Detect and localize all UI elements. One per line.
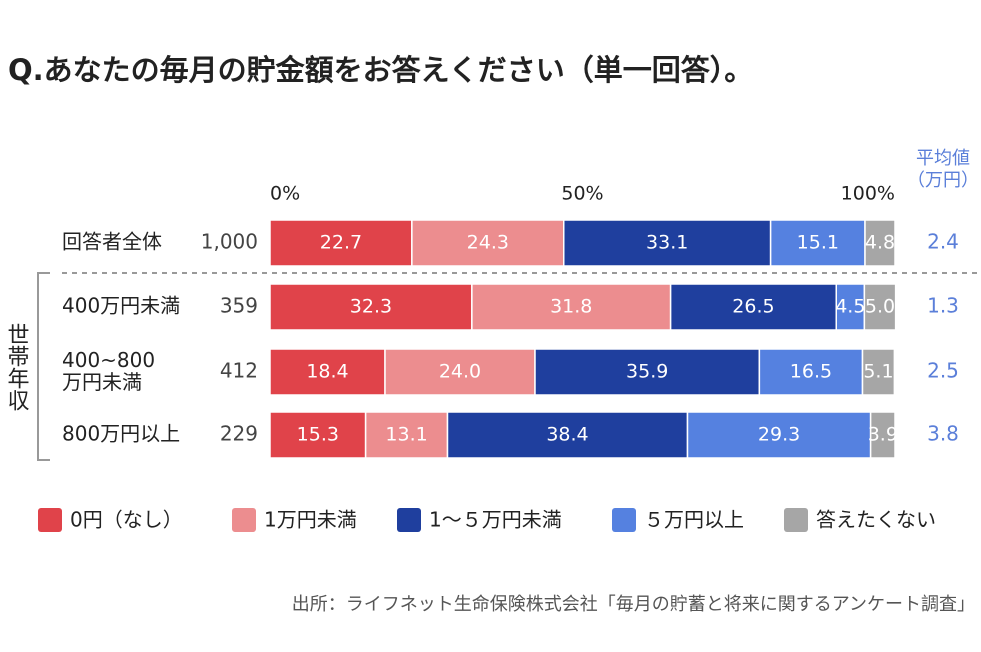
value-label: 18.4 [306, 361, 348, 383]
bar-segment [269, 219, 413, 267]
count-label: 412 [220, 359, 258, 383]
legend-swatch [232, 508, 256, 532]
bar-segment [269, 283, 473, 331]
legend-swatch [612, 508, 636, 532]
category-label: 回答者全体 [62, 230, 162, 254]
value-label: 15.1 [797, 232, 839, 254]
source: 出所：ライフネット生命保険株式会社「毎月の貯蓄と将来に関するアンケート調査」 [292, 594, 975, 615]
value-label: 16.5 [790, 361, 832, 383]
value-label: 24.0 [439, 361, 481, 383]
legend-label: 答えたくない [816, 508, 936, 532]
bar-segment [446, 411, 689, 459]
value-label: 26.5 [732, 296, 774, 318]
category-label: 400万円未満 [62, 294, 180, 318]
x-tick-label: 50% [561, 183, 603, 205]
count-label: 1,000 [201, 230, 258, 254]
value-label: 15.3 [297, 424, 339, 446]
legend-swatch [38, 508, 62, 532]
count-label: 229 [220, 422, 258, 446]
value-label: 33.1 [646, 232, 688, 254]
average-label: 1.3 [927, 294, 959, 318]
value-label: 5.1 [863, 361, 893, 383]
x-tick-label: 100% [841, 183, 895, 205]
bar-segment [686, 411, 872, 459]
value-label: 38.4 [546, 424, 588, 446]
average-label: 2.4 [927, 230, 959, 254]
bar-segment [869, 411, 896, 459]
bar-segment [769, 219, 866, 267]
group-label: 世帯年収 [4, 323, 29, 411]
bar-segment [863, 283, 897, 331]
bar-segment [864, 219, 896, 267]
bar-segment [471, 283, 672, 331]
bar-segment [835, 283, 866, 331]
value-label: 32.3 [350, 296, 392, 318]
average-label: 2.5 [927, 359, 959, 383]
average-title: 平均値（万円） [907, 148, 979, 191]
value-label: 29.3 [758, 424, 800, 446]
bar-segment [669, 283, 837, 331]
average-label: 3.8 [927, 422, 959, 446]
value-label: 13.1 [385, 424, 427, 446]
value-label: 22.7 [320, 232, 362, 254]
value-label: 5.0 [865, 296, 895, 318]
value-label: 31.8 [550, 296, 592, 318]
category-label: 400~800 万円未満 [62, 348, 155, 394]
count-label: 359 [220, 294, 258, 318]
bar-segment [384, 348, 536, 396]
legend-label: 1万円未満 [264, 508, 357, 532]
legend-swatch [784, 508, 808, 532]
value-label: 4.5 [835, 296, 865, 318]
chart-title: Q.あなたの毎月の貯金額をお答えください（単一回答）。 [8, 53, 753, 87]
bar-segment [411, 219, 565, 267]
x-tick-label: 0% [270, 183, 300, 205]
bar-segment [269, 348, 386, 396]
bar-segment [364, 411, 449, 459]
value-label: 24.3 [467, 232, 509, 254]
value-label: 4.8 [865, 232, 895, 254]
legend-label: 0円（なし） [70, 508, 183, 532]
group-bracket [37, 272, 50, 461]
bar-segment [534, 348, 761, 396]
bar-segment [861, 348, 896, 396]
value-label: 3.9 [868, 424, 898, 446]
legend-swatch [397, 508, 421, 532]
value-label: 35.9 [626, 361, 668, 383]
category-label: 800万円以上 [62, 422, 180, 446]
legend-label: 1〜５万円未満 [429, 508, 562, 532]
legend-label: ５万円以上 [644, 508, 744, 532]
